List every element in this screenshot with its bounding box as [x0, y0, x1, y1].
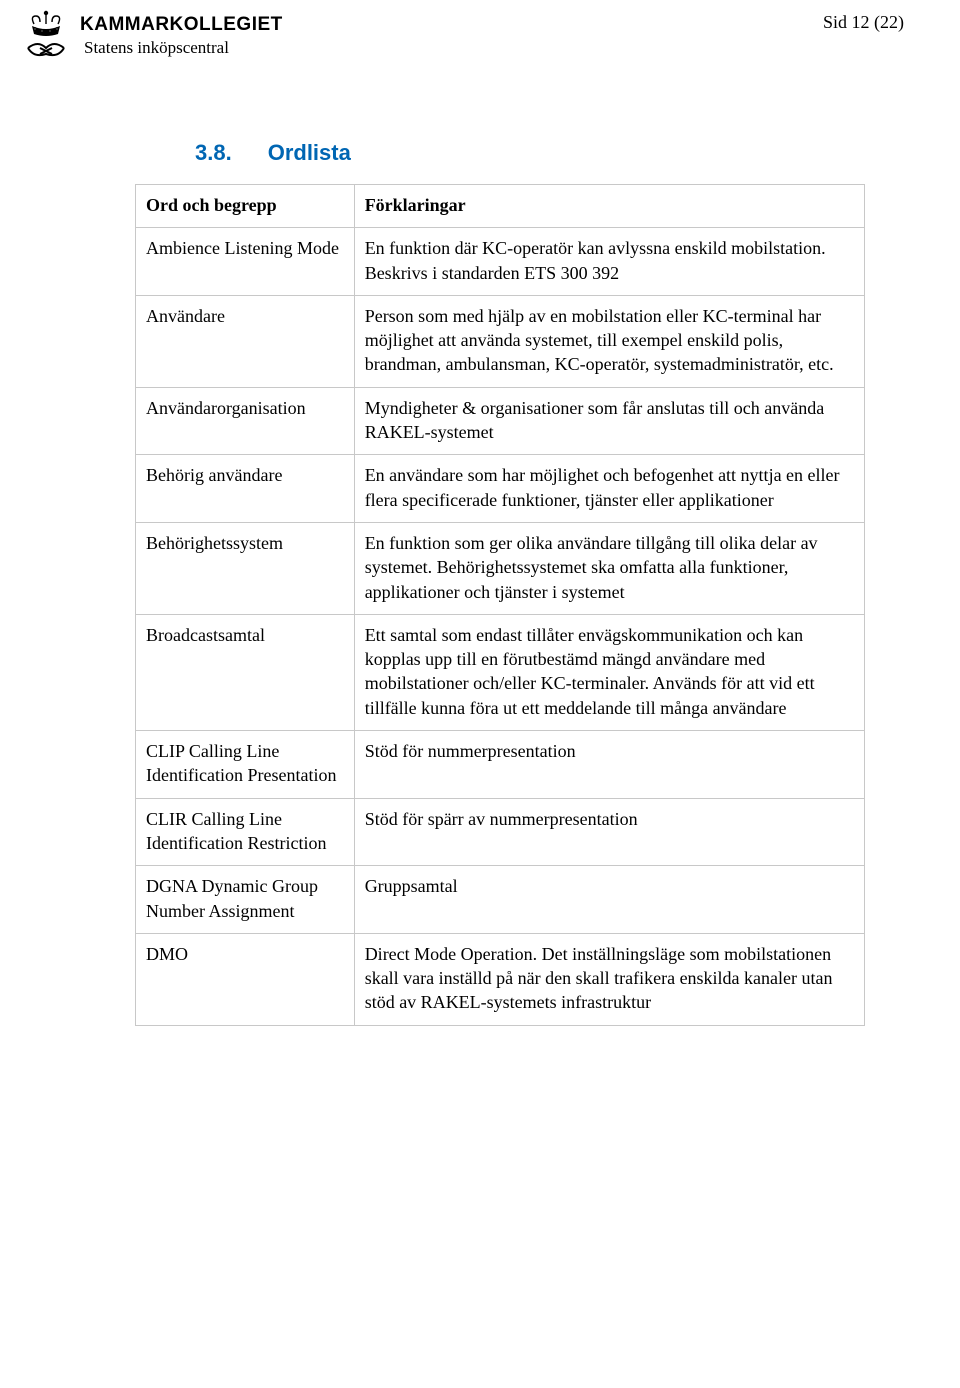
- org-title: KAMMARKOLLEGIET: [80, 14, 283, 36]
- term-cell: Användare: [136, 295, 355, 387]
- term-cell: DGNA Dynamic Group Number Assignment: [136, 866, 355, 934]
- document-page: KAMMARKOLLEGIET Statens inköpscentral Si…: [0, 0, 960, 1388]
- table-row: Ambience Listening Mode En funktion där …: [136, 228, 865, 296]
- table-row: Behörig användare En användare som har m…: [136, 455, 865, 523]
- table-row: Behörighetssystem En funktion som ger ol…: [136, 522, 865, 614]
- column-header-term: Ord och begrepp: [136, 185, 355, 228]
- table-row: Användarorganisation Myndigheter & organ…: [136, 387, 865, 455]
- section-heading: 3.8. Ordlista: [135, 140, 865, 166]
- table-row: Broadcastsamtal Ett samtal som endast ti…: [136, 614, 865, 730]
- term-cell: CLIP Calling Line Identification Present…: [136, 731, 355, 799]
- term-cell: Behörig användare: [136, 455, 355, 523]
- term-cell: DMO: [136, 933, 355, 1025]
- desc-cell: Ett samtal som endast tillåter envägskom…: [354, 614, 864, 730]
- section-number: 3.8.: [195, 140, 232, 166]
- column-header-desc: Förklaringar: [354, 185, 864, 228]
- glossary-table: Ord och begrepp Förklaringar Ambience Li…: [135, 184, 865, 1026]
- section-title: Ordlista: [268, 140, 351, 166]
- term-cell: Broadcastsamtal: [136, 614, 355, 730]
- table-row: DMO Direct Mode Operation. Det inställni…: [136, 933, 865, 1025]
- table-row: CLIR Calling Line Identification Restric…: [136, 798, 865, 866]
- table-row: CLIP Calling Line Identification Present…: [136, 731, 865, 799]
- term-cell: Användarorganisation: [136, 387, 355, 455]
- term-cell: Behörighetssystem: [136, 522, 355, 614]
- desc-cell: Person som med hjälp av en mobilstation …: [354, 295, 864, 387]
- crown-emblem-icon: [20, 10, 72, 62]
- table-row: Användare Person som med hjälp av en mob…: [136, 295, 865, 387]
- table-header-row: Ord och begrepp Förklaringar: [136, 185, 865, 228]
- page-content: 3.8. Ordlista Ord och begrepp Förklaring…: [0, 100, 960, 1086]
- desc-cell: Direct Mode Operation. Det inställningsl…: [354, 933, 864, 1025]
- org-subtitle: Statens inköpscentral: [80, 38, 283, 58]
- term-cell: Ambience Listening Mode: [136, 228, 355, 296]
- org-name-block: KAMMARKOLLEGIET Statens inköpscentral: [80, 14, 283, 58]
- desc-cell: Stöd för nummerpresentation: [354, 731, 864, 799]
- desc-cell: Myndigheter & organisationer som får ans…: [354, 387, 864, 455]
- desc-cell: En funktion som ger olika användare till…: [354, 522, 864, 614]
- desc-cell: En användare som har möjlighet och befog…: [354, 455, 864, 523]
- table-row: DGNA Dynamic Group Number Assignment Gru…: [136, 866, 865, 934]
- org-logo-block: KAMMARKOLLEGIET Statens inköpscentral: [20, 10, 283, 62]
- page-number: Sid 12 (22): [823, 12, 904, 33]
- desc-cell: Stöd för spärr av nummerpresentation: [354, 798, 864, 866]
- desc-cell: Gruppsamtal: [354, 866, 864, 934]
- desc-cell: En funktion där KC-operatör kan avlyssna…: [354, 228, 864, 296]
- table-body: Ambience Listening Mode En funktion där …: [136, 228, 865, 1025]
- term-cell: CLIR Calling Line Identification Restric…: [136, 798, 355, 866]
- page-header: KAMMARKOLLEGIET Statens inköpscentral Si…: [0, 0, 960, 100]
